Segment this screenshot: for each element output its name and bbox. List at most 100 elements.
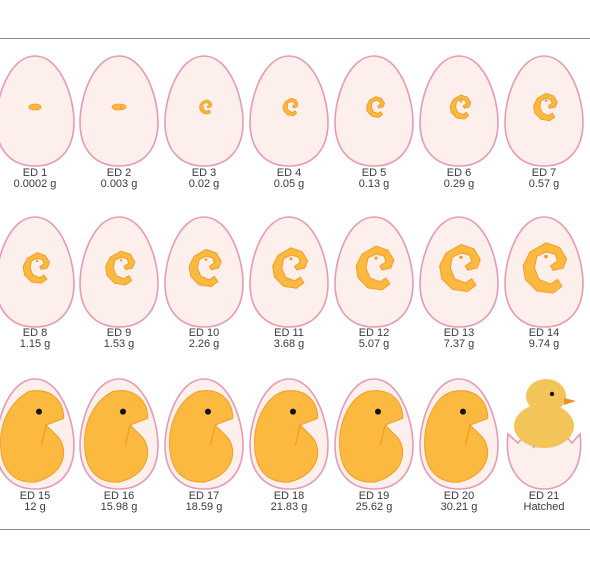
embryo: [28, 103, 42, 111]
egg-illustration: [419, 216, 499, 328]
stage-mass: 0.0002 g: [13, 178, 57, 190]
stage-label: ED 2 0.003 g: [77, 168, 161, 190]
stage-day: ED 9: [106, 327, 132, 339]
stage-day: ED 21: [528, 490, 560, 502]
stage-mass: 15.98 g: [100, 501, 138, 513]
chick-eye: [205, 408, 211, 415]
stage-day: ED 2: [106, 167, 132, 179]
egg-illustration: [249, 55, 329, 167]
stage-label: ED 14 9.74 g: [502, 328, 586, 350]
stage-day: ED 14: [528, 327, 560, 339]
stage-mass: 2.26 g: [188, 338, 220, 350]
egg-illustration: [164, 378, 244, 490]
stage-day: ED 15: [19, 490, 51, 502]
stage-cell: [0, 52, 77, 212]
embryo-eye: [289, 257, 293, 261]
embryo: [355, 245, 395, 291]
stage-mass: 12 g: [24, 501, 46, 513]
stage-label: ED 13 7.37 g: [417, 328, 501, 350]
egg-illustration: [0, 378, 75, 490]
stage-cell: [162, 213, 246, 373]
stage-label: ED 7 0.57 g: [502, 168, 586, 190]
stage-mass: 21.83 g: [270, 501, 308, 513]
chick-body: [0, 390, 65, 483]
stage-mass: 7.37 g: [443, 338, 475, 350]
egg-illustration: [504, 216, 584, 328]
stage-label: ED 9 1.53 g: [77, 328, 161, 350]
stage-day: ED 10: [188, 327, 220, 339]
stage-label: ED 1 0.0002 g: [0, 168, 77, 190]
bottom-divider: [0, 529, 590, 530]
stage-mass: 18.59 g: [185, 501, 223, 513]
stage-cell: [0, 375, 77, 535]
stage-label: ED 18 21.83 g: [247, 491, 331, 513]
egg-illustration: [504, 55, 584, 167]
stage-label: ED 19 25.62 g: [332, 491, 416, 513]
stage-day: ED 20: [443, 490, 475, 502]
stage-cell: [332, 375, 416, 535]
top-divider: [0, 38, 590, 39]
stage-mass: 0.02 g: [188, 178, 220, 190]
stage-mass: 25.62 g: [355, 501, 393, 513]
stage-day: ED 7: [531, 167, 557, 179]
stage-cell: [417, 375, 501, 535]
embryo: [105, 250, 136, 286]
chick-eye: [290, 408, 296, 415]
stage-cell: [332, 213, 416, 373]
stage-cell: [417, 52, 501, 212]
stage-cell: [0, 213, 77, 373]
egg-shell: [0, 216, 75, 328]
embryo: [439, 243, 481, 293]
embryo-eye: [459, 255, 463, 260]
egg-shell: [419, 55, 499, 167]
egg-shell: [79, 216, 159, 328]
stage-label: ED 15 12 g: [0, 491, 77, 513]
hatched-chick-eye: [549, 391, 555, 397]
stage-cell: [162, 375, 246, 535]
egg-illustration: [334, 55, 414, 167]
chick-body: [424, 390, 489, 483]
stage-label: ED 20 30.21 g: [417, 491, 501, 513]
egg-illustration: [79, 55, 159, 167]
egg-illustration: [79, 378, 159, 490]
embryo-eye: [374, 256, 378, 260]
embryo: [522, 242, 568, 294]
stage-cell: [247, 375, 331, 535]
egg-illustration: [0, 55, 75, 167]
egg-shell: [79, 55, 159, 167]
stage-cell: [77, 213, 161, 373]
chick-eye: [36, 408, 42, 415]
stage-mass: 0.003 g: [100, 178, 138, 190]
stage-cell: [502, 213, 586, 373]
egg-shell: [0, 55, 75, 167]
hatched-chick-head: [526, 379, 566, 413]
stage-cell: [162, 52, 246, 212]
stage-day: ED 11: [274, 327, 304, 339]
stage-label: ED 3 0.02 g: [162, 168, 246, 190]
egg-illustration: [0, 216, 75, 328]
stage-mass: 3.68 g: [273, 338, 305, 350]
chick-body: [254, 390, 319, 483]
stage-mass: 5.07 g: [358, 338, 390, 350]
stage-label: ED 8 1.15 g: [0, 328, 77, 350]
stage-mass: 0.05 g: [273, 178, 305, 190]
stage-day: ED 16: [103, 490, 135, 502]
hatched-chick-beak: [564, 398, 576, 405]
stage-cell: [247, 52, 331, 212]
stage-label: ED 10 2.26 g: [162, 328, 246, 350]
egg-illustration: [506, 379, 582, 490]
stage-cell: [502, 375, 586, 535]
stage-cell: [77, 375, 161, 535]
embryo-eye: [544, 99, 548, 102]
embryo-eye: [35, 259, 39, 263]
embryo: [188, 248, 222, 288]
embryo: [449, 94, 472, 120]
stage-day: ED 3: [191, 167, 217, 179]
embryo: [282, 97, 299, 117]
egg-illustration: [334, 378, 414, 490]
stage-mass: 1.53 g: [103, 338, 135, 350]
egg-illustration: [249, 378, 329, 490]
stage-cell: [77, 52, 161, 212]
egg-illustration: [334, 216, 414, 328]
egg-illustration: [164, 216, 244, 328]
